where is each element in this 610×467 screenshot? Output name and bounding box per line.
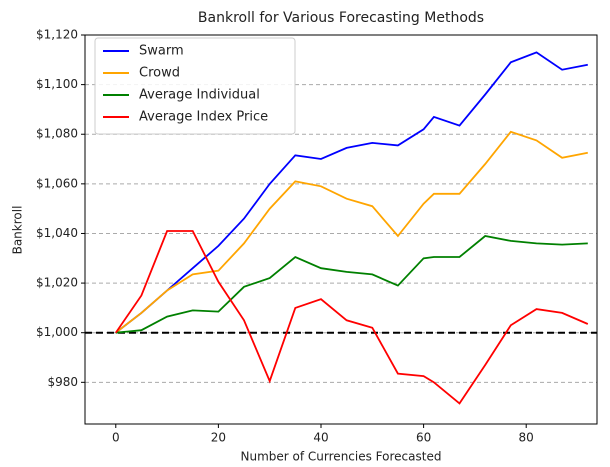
data-line bbox=[115, 130, 588, 334]
legend-box bbox=[94, 37, 296, 135]
plot-frame bbox=[84, 34, 598, 425]
y-tick-label: $1,040 bbox=[36, 226, 78, 240]
legend-label: Crowd bbox=[139, 66, 180, 81]
data-line bbox=[115, 230, 589, 405]
y-tick-label: $1,120 bbox=[36, 28, 78, 42]
data-line bbox=[115, 235, 588, 334]
data-line bbox=[115, 51, 588, 334]
x-tick-label: 20 bbox=[211, 431, 226, 445]
y-tick-label: $1,060 bbox=[36, 176, 78, 190]
y-tick-label: $1,100 bbox=[36, 77, 78, 91]
y-tick-label: $1,000 bbox=[36, 325, 78, 339]
x-tick-label: 60 bbox=[416, 431, 431, 445]
chart-title: Bankroll for Various Forecasting Methods bbox=[198, 10, 484, 26]
y-tick-label: $1,080 bbox=[36, 127, 78, 141]
legend-label: Average Index Price bbox=[139, 110, 268, 125]
legend-label: Swarm bbox=[139, 44, 184, 59]
y-tick-label: $980 bbox=[47, 375, 78, 389]
legend-label: Average Individual bbox=[139, 88, 260, 103]
x-tick-label: 80 bbox=[519, 431, 534, 445]
x-tick-label: 0 bbox=[112, 431, 120, 445]
y-tick-label: $1,020 bbox=[36, 276, 78, 290]
x-tick-label: 40 bbox=[313, 431, 328, 445]
x-axis-label: Number of Currencies Forecasted bbox=[241, 450, 442, 464]
y-axis-label: Bankroll bbox=[11, 206, 25, 255]
